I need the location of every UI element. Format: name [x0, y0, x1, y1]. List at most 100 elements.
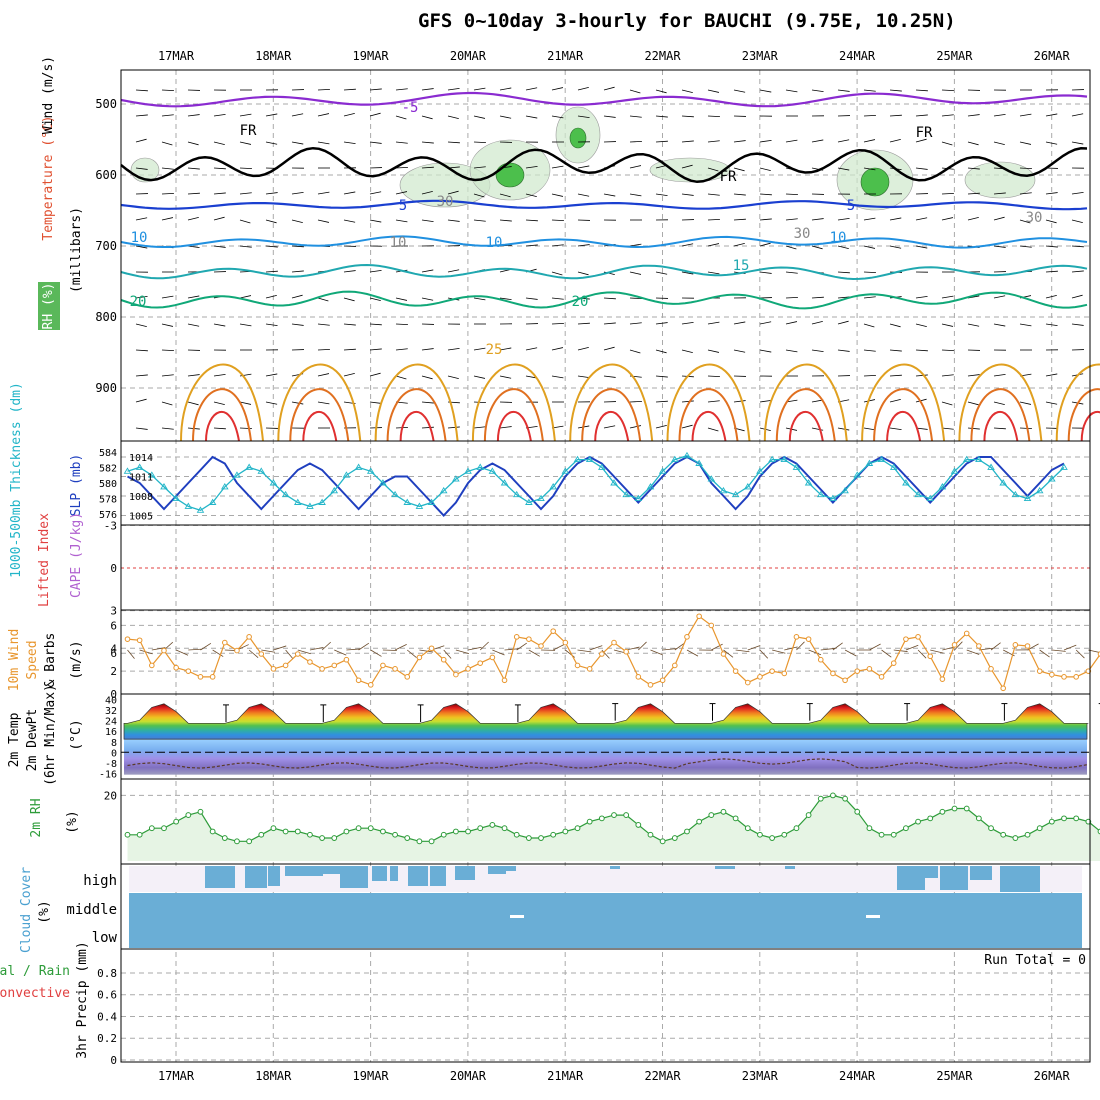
wind-barb — [239, 323, 252, 327]
wind-barb — [1071, 113, 1084, 117]
rh2m-point — [890, 831, 897, 838]
wind-barb — [941, 89, 954, 92]
thickness-point — [172, 494, 180, 502]
wind10m-barb — [273, 645, 287, 651]
wind-barb — [447, 87, 460, 91]
wind-barb — [889, 138, 901, 143]
wind-barb — [369, 219, 382, 223]
thickness-point — [245, 463, 253, 470]
wind-barb — [369, 297, 381, 302]
wind-barb — [265, 270, 278, 273]
wind10m-barb — [650, 649, 663, 656]
rh-tick-label: 20 — [104, 789, 117, 802]
contour-label: 10 — [486, 235, 503, 251]
wind-barb — [655, 271, 668, 275]
wind-barb — [395, 219, 408, 223]
cloud-high-bar — [408, 866, 428, 886]
wind-barb — [889, 427, 902, 431]
thickness-point — [877, 455, 886, 463]
wind-barb — [811, 427, 824, 431]
wind-barb — [811, 296, 824, 299]
rh2m-point — [598, 815, 605, 822]
contour-label: 5 — [399, 198, 407, 214]
thickness-point — [573, 455, 582, 463]
wind10m-point — [258, 651, 265, 657]
wind-barb — [1019, 192, 1032, 195]
wind-barb — [395, 375, 407, 380]
wind10m-barb — [589, 645, 603, 651]
wind-barb — [967, 427, 980, 430]
thickness-point — [306, 502, 314, 509]
pressure-tick-label: 700 — [95, 239, 117, 253]
rh2m-point — [477, 825, 484, 832]
pressure-tick-label: 900 — [95, 381, 117, 395]
wind-barb — [291, 294, 303, 299]
wind-barb — [213, 192, 226, 195]
thickness-point — [123, 467, 132, 474]
date-label-bottom: 21MAR — [547, 1069, 584, 1083]
contour-label: 20 — [572, 294, 589, 310]
temp-contour-20 — [120, 290, 1088, 310]
wind-barb — [291, 219, 303, 224]
cloud-high-bar — [970, 866, 992, 880]
wind-barb — [915, 89, 928, 92]
ylabel-convective: Convective — [0, 986, 70, 1001]
wind10m-barb — [419, 649, 434, 653]
wind-barb — [837, 271, 850, 274]
rh2m-point — [830, 792, 836, 799]
wind-barb — [239, 245, 252, 248]
wind-barb — [317, 297, 329, 302]
wind-barb — [1019, 427, 1032, 430]
wind-barb — [421, 375, 433, 380]
wind10m-point — [988, 666, 994, 672]
wind-barb — [941, 114, 954, 117]
wind10m-point — [1036, 668, 1043, 674]
date-label-bottom: 19MAR — [353, 1069, 390, 1083]
wind-barb — [1019, 113, 1032, 117]
wind10m-point — [817, 656, 824, 663]
cloud-gap — [510, 915, 524, 918]
cloud-high-bar — [340, 866, 368, 888]
thickness-point — [962, 455, 971, 463]
pressure-tick-label: 600 — [95, 168, 117, 182]
rh2m-point — [708, 812, 715, 818]
wind-barb — [629, 243, 642, 247]
temp-tick-label: 0 — [111, 748, 117, 759]
wind-barb — [993, 192, 1006, 195]
wind-barb — [655, 375, 668, 378]
cloud-high-bar — [715, 866, 735, 869]
temp-tick-label: 40 — [105, 696, 117, 707]
wind-barb — [343, 270, 356, 273]
rh2m-point — [307, 831, 313, 838]
rh2m-point — [319, 835, 326, 841]
wind10m-point — [732, 668, 739, 674]
contour-label: 15 — [733, 258, 750, 274]
wind-barb — [343, 141, 356, 145]
wind-barb — [265, 192, 278, 195]
wind10m-point — [222, 639, 228, 646]
wind-barb — [161, 427, 174, 430]
wind-tick-label: 6 — [110, 619, 117, 632]
wind-barb — [993, 323, 1006, 327]
precip-tick-label: 0.2 — [97, 1032, 117, 1045]
thickness-point — [281, 490, 290, 498]
wind10m-barb — [796, 641, 805, 651]
wind-barb — [187, 114, 200, 117]
rh2m-point — [161, 825, 167, 832]
temp-contour-30 — [1067, 388, 1100, 442]
wind-barb — [1019, 401, 1032, 405]
rh2m-point — [428, 838, 435, 845]
wind-barb — [655, 400, 668, 403]
wind-barb — [733, 193, 746, 196]
panel-frame-wind10m — [120, 609, 1091, 695]
ylabel-temperature: Temperature (°C) — [41, 115, 56, 240]
thickness-point — [865, 459, 874, 466]
thickness-point — [500, 479, 509, 486]
thickness-point — [148, 471, 156, 478]
wind-barb — [577, 244, 590, 247]
wind-barb — [577, 375, 590, 379]
wind-barb — [265, 401, 278, 405]
thickness-tick-label: 578 — [99, 495, 117, 506]
wind-barb — [785, 139, 798, 143]
